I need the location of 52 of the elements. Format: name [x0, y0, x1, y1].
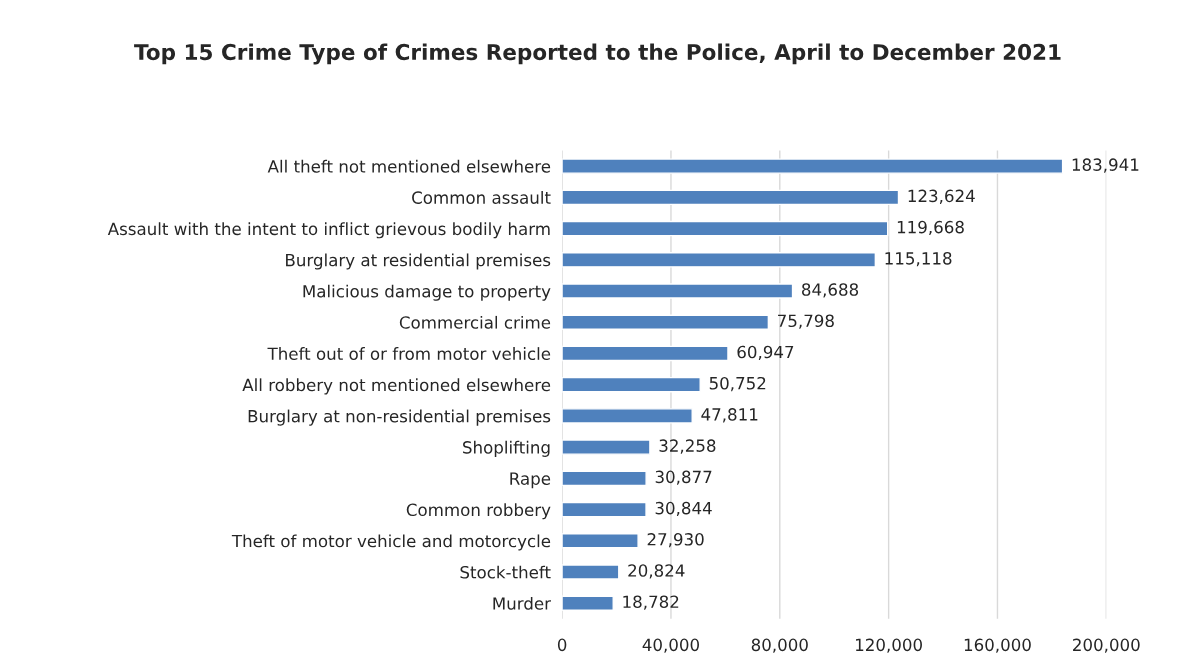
x-tick-label: 160,000 [964, 638, 1031, 653]
data-label: 60,947 [737, 345, 794, 360]
data-label: 18,782 [623, 595, 679, 610]
data-label: 183,941 [1072, 158, 1139, 173]
bar [562, 158, 1064, 174]
y-tick-label: Theft of motor vehicle and motorcycle [231, 534, 551, 551]
data-label: 119,668 [897, 220, 964, 236]
y-tick-label: Stock-theft [460, 565, 551, 579]
chart-title: Top 15 Crime Type of Crimes Reported to the Police, April to December 2021 [134, 43, 1061, 65]
bar [562, 220, 889, 237]
bar [562, 439, 651, 455]
x-tick-label: 200,000 [1073, 638, 1140, 653]
bar [562, 564, 620, 580]
data-label: 84,688 [802, 283, 859, 298]
y-tick-label: Rape [510, 472, 551, 489]
data-label: 50,752 [709, 376, 766, 392]
bar [562, 470, 647, 487]
bar [562, 283, 794, 299]
y-tick-label: All theft not mentioned elsewhere [267, 159, 551, 173]
bar [562, 595, 614, 611]
y-tick-label: Shoplifting [463, 440, 550, 457]
y-tick-label: Theft out of or from motor vehicle [267, 347, 551, 361]
x-tick-label: 80,000 [751, 638, 808, 653]
x-tick-label: 40,000 [642, 638, 700, 653]
y-tick-label: Commercial crime [399, 315, 551, 329]
bar [562, 189, 900, 206]
y-tick-label: Common robbery [406, 503, 551, 520]
y-tick-label: Burglary at non-residential premises [248, 409, 551, 426]
y-tick-label: Malicious damage to property [303, 284, 551, 301]
data-label: 115,118 [885, 252, 952, 267]
y-tick-label: Common assault [412, 191, 551, 204]
y-tick-label: All robbery not mentioned elsewhere [242, 378, 551, 395]
bar [562, 533, 639, 549]
data-label: 30,844 [655, 501, 712, 517]
data-label: 20,824 [628, 564, 685, 579]
bar [562, 501, 647, 518]
y-tick-label: Burglary at residential premises [286, 253, 551, 270]
x-tick-label: 0 [557, 638, 567, 652]
data-label: 32,258 [659, 439, 716, 454]
data-label: 47,811 [701, 408, 758, 423]
data-label: 27,930 [647, 533, 704, 548]
y-tick-label: Murder [493, 596, 552, 610]
bar [562, 314, 770, 330]
data-label: 123,624 [908, 189, 975, 204]
data-label: 30,877 [655, 470, 712, 485]
bar [562, 345, 729, 362]
bar [562, 376, 701, 393]
bar [562, 408, 693, 424]
bar [562, 252, 877, 268]
x-tick-label: 120,000 [856, 638, 922, 653]
data-label: 75,798 [778, 314, 834, 329]
y-tick-label: Assault with the intent to inflict grievous bodily harm [107, 222, 550, 239]
